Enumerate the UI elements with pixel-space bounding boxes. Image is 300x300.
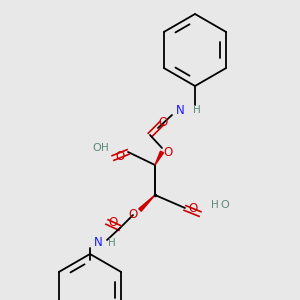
Text: N: N bbox=[176, 103, 184, 116]
Text: O: O bbox=[116, 149, 124, 163]
Text: H: H bbox=[108, 238, 116, 248]
Polygon shape bbox=[139, 195, 155, 211]
Text: O: O bbox=[158, 116, 168, 128]
Text: O: O bbox=[164, 146, 172, 158]
Text: O: O bbox=[128, 208, 138, 221]
Text: N: N bbox=[94, 236, 102, 250]
Text: O: O bbox=[220, 200, 230, 210]
Text: O: O bbox=[108, 215, 118, 229]
Text: H: H bbox=[211, 200, 219, 210]
Polygon shape bbox=[155, 151, 164, 165]
Text: H: H bbox=[101, 143, 109, 153]
Text: H: H bbox=[193, 105, 201, 115]
Text: O: O bbox=[188, 202, 198, 214]
Text: O: O bbox=[93, 143, 101, 153]
